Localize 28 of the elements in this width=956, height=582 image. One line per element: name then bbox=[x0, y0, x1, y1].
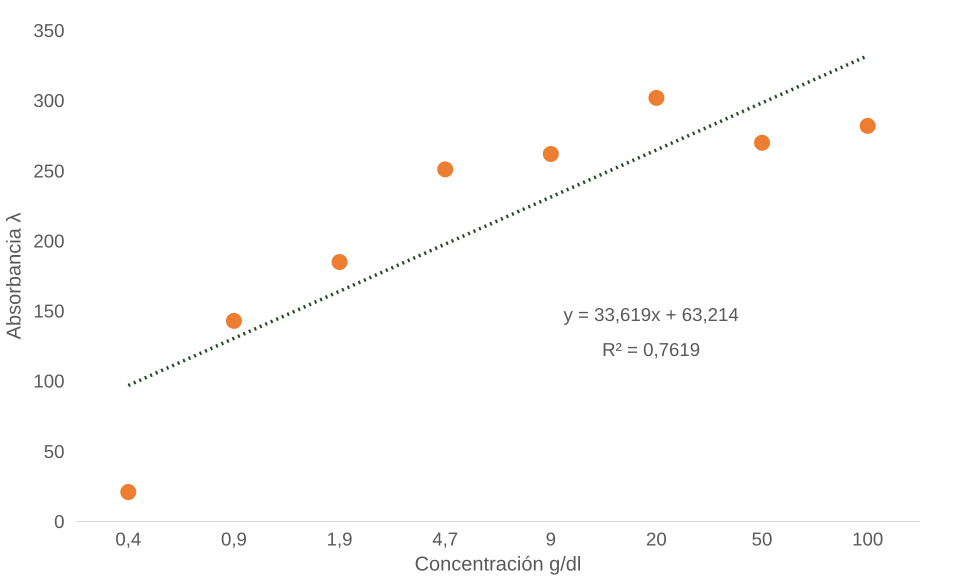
x-tick-label: 1,9 bbox=[326, 528, 353, 550]
annotation: R² = 0,7619 bbox=[602, 339, 700, 360]
point bbox=[860, 118, 876, 134]
x-axis-title: Concentración g/dl bbox=[414, 554, 582, 576]
y-tick-label: 150 bbox=[33, 300, 65, 322]
point bbox=[226, 312, 242, 329]
x-tick-label: 0,9 bbox=[220, 528, 247, 550]
point bbox=[754, 134, 770, 151]
x-tick-label: 0,4 bbox=[115, 528, 142, 550]
x-tick-label: 20 bbox=[646, 528, 667, 550]
x-tick-label: 50 bbox=[752, 528, 772, 550]
point bbox=[648, 90, 664, 106]
x-tick-label: 4,7 bbox=[432, 528, 458, 550]
y-axis-title: Absorbancia λ bbox=[3, 212, 26, 340]
point bbox=[332, 254, 348, 270]
y-tick-label: 350 bbox=[33, 20, 65, 41]
y-tick-label: 300 bbox=[33, 90, 65, 112]
y-tick-label: 250 bbox=[33, 160, 65, 182]
y-tick-label: 200 bbox=[33, 230, 65, 252]
point bbox=[437, 161, 454, 178]
y-tick-label: 100 bbox=[33, 370, 65, 392]
x-tick-label: 9 bbox=[546, 528, 556, 550]
x-tick-label: 100 bbox=[852, 528, 884, 550]
annotation: y = 33,619x + 63,214 bbox=[564, 304, 739, 326]
y-tick-label: 50 bbox=[44, 440, 65, 462]
y-tick-label: 0 bbox=[54, 511, 65, 532]
point bbox=[120, 484, 136, 500]
point bbox=[542, 146, 559, 162]
